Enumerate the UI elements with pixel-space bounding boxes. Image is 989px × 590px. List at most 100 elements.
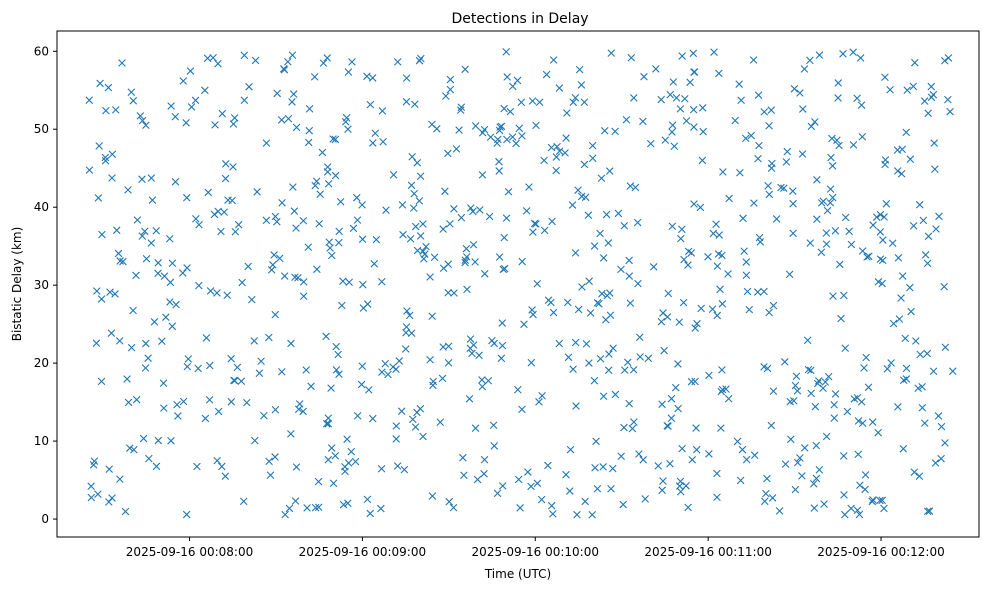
detection-point [785, 270, 794, 279]
detection-point [369, 414, 377, 423]
detection-point [876, 210, 885, 219]
detection-point [548, 217, 556, 226]
detection-point [829, 292, 837, 300]
detection-point [909, 222, 918, 230]
detection-point [679, 298, 688, 307]
detection-point [142, 339, 150, 348]
detection-point [502, 48, 510, 56]
detection-point [439, 343, 447, 351]
x-tick-label: 2025-09-16 00:12:00 [817, 545, 944, 559]
detection-point [540, 156, 548, 165]
detection-point [742, 455, 751, 464]
detection-point [544, 296, 553, 304]
detection-point [849, 48, 857, 56]
detection-point [678, 225, 686, 234]
detection-point [273, 217, 281, 226]
detection-point [231, 227, 240, 236]
detection-point [106, 288, 114, 296]
detection-point [937, 422, 946, 431]
detection-point [343, 435, 351, 443]
detection-point [909, 82, 918, 91]
detection-point [270, 251, 278, 259]
detection-point [931, 165, 939, 173]
detection-point [540, 226, 549, 235]
detection-point [544, 461, 552, 470]
detection-point [332, 366, 341, 374]
detection-point [580, 98, 589, 106]
x-tick-label: 2025-09-16 00:10:00 [472, 545, 599, 559]
detection-point [324, 455, 333, 464]
detection-point [691, 324, 700, 332]
detection-point [635, 450, 643, 458]
detection-point [853, 94, 861, 103]
detection-point [422, 242, 430, 251]
detection-point [830, 400, 838, 409]
detection-point [881, 160, 889, 169]
detection-point [812, 441, 821, 450]
detection-point [469, 240, 478, 249]
detection-point [614, 209, 623, 218]
detection-point [763, 474, 771, 483]
detection-point [760, 108, 769, 116]
detection-point [466, 204, 475, 212]
detection-point [322, 419, 331, 428]
detection-point [419, 432, 427, 441]
detection-point [341, 462, 349, 471]
detection-point [887, 359, 895, 367]
detection-point [504, 187, 513, 196]
detection-point [689, 105, 698, 114]
detection-point [118, 59, 126, 67]
detection-point [639, 117, 647, 126]
detection-point [555, 339, 564, 348]
detection-point [760, 287, 768, 296]
detection-point [639, 455, 648, 464]
detection-point [924, 109, 932, 118]
detection-point [826, 198, 835, 207]
detection-point [533, 479, 542, 488]
detection-point [676, 477, 685, 486]
detection-point [141, 364, 150, 372]
detection-point [108, 150, 117, 159]
detection-point [777, 183, 785, 192]
detection-point [742, 271, 751, 280]
detection-point [835, 141, 843, 150]
detection-point [94, 490, 102, 498]
detection-point [461, 65, 469, 74]
detection-point [847, 240, 856, 249]
detection-point [351, 457, 360, 466]
detection-point [555, 147, 564, 155]
detection-point [239, 497, 248, 506]
chart-title: Detections in Delay [451, 11, 588, 27]
detection-point [602, 315, 610, 324]
detection-point [582, 340, 591, 348]
detection-point [667, 394, 676, 403]
detection-point [147, 174, 156, 182]
detection-point [108, 174, 116, 182]
detection-point [682, 117, 691, 125]
detection-point [903, 86, 912, 94]
detection-point [888, 239, 897, 247]
detection-point [869, 221, 877, 229]
detection-point [206, 287, 215, 295]
detection-point [705, 450, 713, 458]
detection-point [798, 472, 806, 480]
detection-point [166, 298, 174, 306]
detection-point [397, 407, 406, 416]
detection-point [123, 375, 131, 383]
detection-point [934, 412, 943, 420]
detection-point [174, 412, 182, 420]
detection-point [171, 112, 180, 121]
detection-point [253, 188, 261, 196]
detection-point [807, 122, 816, 131]
detection-point [318, 148, 327, 157]
detection-point [403, 307, 411, 315]
detection-point [850, 395, 859, 403]
detection-point [313, 265, 321, 274]
detection-point [338, 301, 346, 310]
detection-point [874, 278, 883, 286]
detection-point [331, 171, 340, 180]
detection-point [478, 128, 487, 137]
detection-point [498, 319, 507, 327]
detection-point [876, 255, 885, 263]
detection-point [860, 364, 868, 372]
